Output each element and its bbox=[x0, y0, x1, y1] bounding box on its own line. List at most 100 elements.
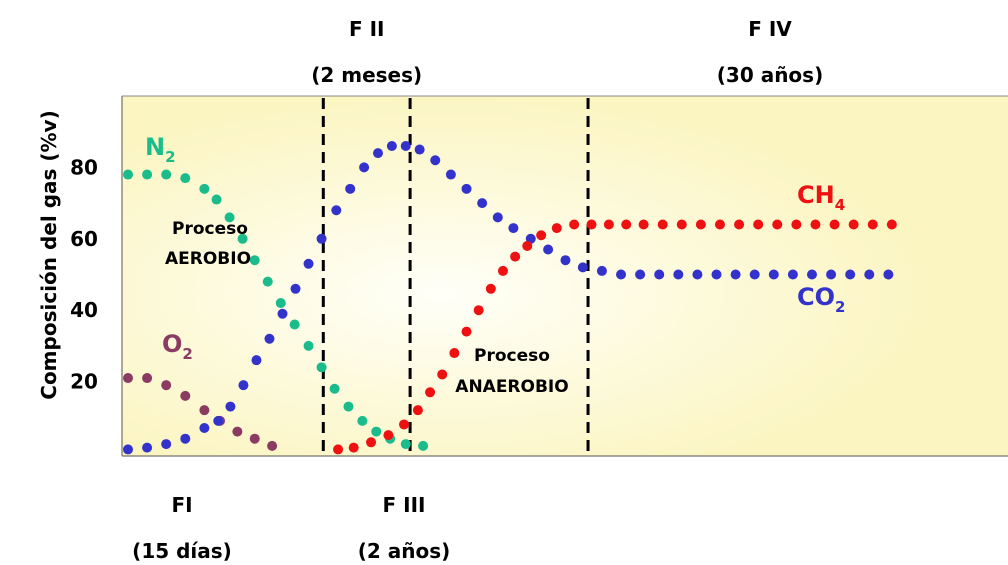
annotation-anaerobic-line2: ANAEROBIO bbox=[455, 377, 568, 397]
data-point-ch4 bbox=[603, 219, 614, 230]
data-point-n2 bbox=[180, 173, 191, 184]
data-point-o2 bbox=[267, 440, 278, 451]
data-point-co2 bbox=[316, 233, 327, 244]
annotation-aerobic-line2: AEROBIO bbox=[165, 249, 251, 269]
data-point-ch4 bbox=[497, 265, 508, 276]
data-point-n2 bbox=[211, 194, 222, 205]
data-point-co2 bbox=[225, 401, 236, 412]
data-point-co2 bbox=[560, 255, 571, 266]
data-point-n2 bbox=[224, 212, 235, 223]
data-point-co2 bbox=[749, 269, 760, 280]
phase-duration-label: (2 meses) bbox=[311, 63, 422, 87]
data-point-ch4 bbox=[586, 219, 597, 230]
series-label-ch4: CH4 bbox=[797, 181, 845, 214]
data-point-co2 bbox=[359, 162, 370, 173]
data-point-co2 bbox=[787, 269, 798, 280]
series-label-o2: O2 bbox=[162, 330, 193, 363]
series-label-n2: N2 bbox=[145, 133, 176, 166]
data-point-o2 bbox=[123, 373, 133, 384]
data-point-co2 bbox=[492, 212, 503, 223]
data-point-n2 bbox=[262, 276, 273, 287]
phase-name-label: FI bbox=[171, 493, 192, 517]
data-point-ch4 bbox=[473, 305, 484, 316]
data-point-co2 bbox=[826, 269, 837, 280]
data-point-n2 bbox=[418, 440, 429, 451]
data-point-o2 bbox=[180, 390, 191, 401]
data-point-ch4 bbox=[348, 442, 359, 453]
data-point-n2 bbox=[343, 401, 354, 412]
plot-background bbox=[122, 96, 1008, 456]
data-point-co2 bbox=[180, 433, 191, 444]
data-point-n2 bbox=[275, 298, 286, 309]
data-point-ch4 bbox=[569, 219, 580, 230]
data-point-ch4 bbox=[657, 219, 668, 230]
data-point-n2 bbox=[123, 169, 133, 180]
data-point-co2 bbox=[654, 269, 665, 280]
data-point-co2 bbox=[264, 333, 275, 344]
phase-duration-label: (2 años) bbox=[358, 539, 451, 563]
data-point-co2 bbox=[414, 144, 425, 155]
data-point-n2 bbox=[303, 340, 314, 351]
data-point-co2 bbox=[543, 244, 554, 255]
data-point-ch4 bbox=[714, 219, 725, 230]
data-point-co2 bbox=[290, 283, 301, 294]
data-point-co2 bbox=[692, 269, 703, 280]
data-point-ch4 bbox=[829, 219, 840, 230]
data-point-co2 bbox=[277, 308, 288, 319]
data-point-ch4 bbox=[437, 369, 448, 380]
y-tick-label: 80 bbox=[70, 155, 98, 179]
data-point-co2 bbox=[199, 423, 210, 434]
y-axis-label: Composición del gas (%v) bbox=[37, 110, 61, 399]
data-point-ch4 bbox=[867, 219, 878, 230]
data-point-co2 bbox=[635, 269, 646, 280]
data-point-co2 bbox=[372, 148, 383, 159]
data-point-n2 bbox=[316, 362, 327, 373]
data-point-co2 bbox=[123, 444, 133, 455]
data-point-ch4 bbox=[753, 219, 764, 230]
y-tick-label: 20 bbox=[70, 370, 98, 394]
data-point-co2 bbox=[400, 140, 411, 151]
data-point-ch4 bbox=[886, 219, 897, 230]
data-point-ch4 bbox=[522, 240, 533, 251]
data-point-n2 bbox=[289, 319, 300, 330]
data-point-ch4 bbox=[621, 219, 632, 230]
data-point-co2 bbox=[883, 269, 894, 280]
data-point-ch4 bbox=[848, 219, 859, 230]
data-point-n2 bbox=[357, 415, 368, 426]
data-point-ch4 bbox=[638, 219, 649, 230]
data-point-co2 bbox=[730, 269, 741, 280]
data-point-ch4 bbox=[810, 219, 821, 230]
data-point-co2 bbox=[577, 262, 588, 273]
data-point-ch4 bbox=[383, 430, 394, 441]
data-point-ch4 bbox=[695, 219, 706, 230]
data-point-ch4 bbox=[485, 283, 496, 294]
annotation-anaerobic-line1: Proceso bbox=[474, 346, 550, 366]
data-point-co2 bbox=[251, 355, 262, 366]
data-point-o2 bbox=[199, 405, 210, 416]
data-point-ch4 bbox=[734, 219, 745, 230]
data-point-co2 bbox=[477, 198, 488, 209]
data-point-co2 bbox=[673, 269, 684, 280]
data-point-n2 bbox=[161, 169, 172, 180]
data-point-o2 bbox=[232, 426, 243, 437]
data-point-o2 bbox=[161, 380, 172, 391]
annotation-aerobic-line1: Proceso bbox=[172, 219, 248, 239]
data-point-co2 bbox=[768, 269, 779, 280]
data-point-ch4 bbox=[510, 251, 521, 262]
data-point-co2 bbox=[845, 269, 856, 280]
data-point-co2 bbox=[142, 442, 153, 453]
data-point-ch4 bbox=[366, 437, 377, 448]
data-point-ch4 bbox=[676, 219, 687, 230]
data-point-ch4 bbox=[772, 219, 783, 230]
phase-duration-label: (15 días) bbox=[132, 539, 232, 563]
data-point-ch4 bbox=[551, 223, 562, 234]
data-point-co2 bbox=[386, 140, 397, 151]
data-point-o2 bbox=[249, 433, 260, 444]
data-point-co2 bbox=[331, 205, 342, 216]
data-point-ch4 bbox=[399, 419, 410, 430]
data-point-n2 bbox=[249, 255, 260, 266]
data-point-co2 bbox=[864, 269, 875, 280]
data-point-co2 bbox=[445, 169, 456, 180]
data-point-co2 bbox=[345, 183, 356, 194]
